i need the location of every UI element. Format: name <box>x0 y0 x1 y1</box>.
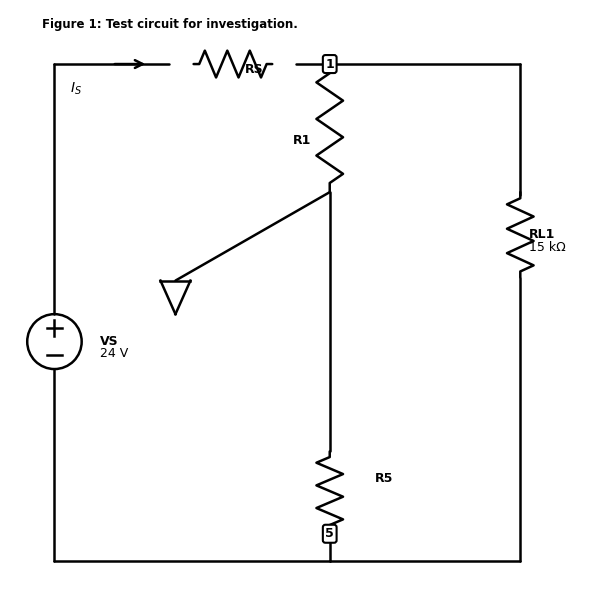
Text: 24 V: 24 V <box>100 347 128 361</box>
Text: R5: R5 <box>375 472 393 486</box>
Text: VS: VS <box>100 335 119 348</box>
Text: R1: R1 <box>293 134 312 147</box>
Text: 5: 5 <box>325 527 334 540</box>
Text: RL1: RL1 <box>529 228 556 242</box>
Text: 1: 1 <box>325 57 334 71</box>
Text: RS: RS <box>245 63 263 76</box>
Text: Figure 1: Test circuit for investigation.: Figure 1: Test circuit for investigation… <box>42 18 298 31</box>
Text: 15 kΩ: 15 kΩ <box>529 240 566 254</box>
Text: I$_S$: I$_S$ <box>70 81 82 96</box>
